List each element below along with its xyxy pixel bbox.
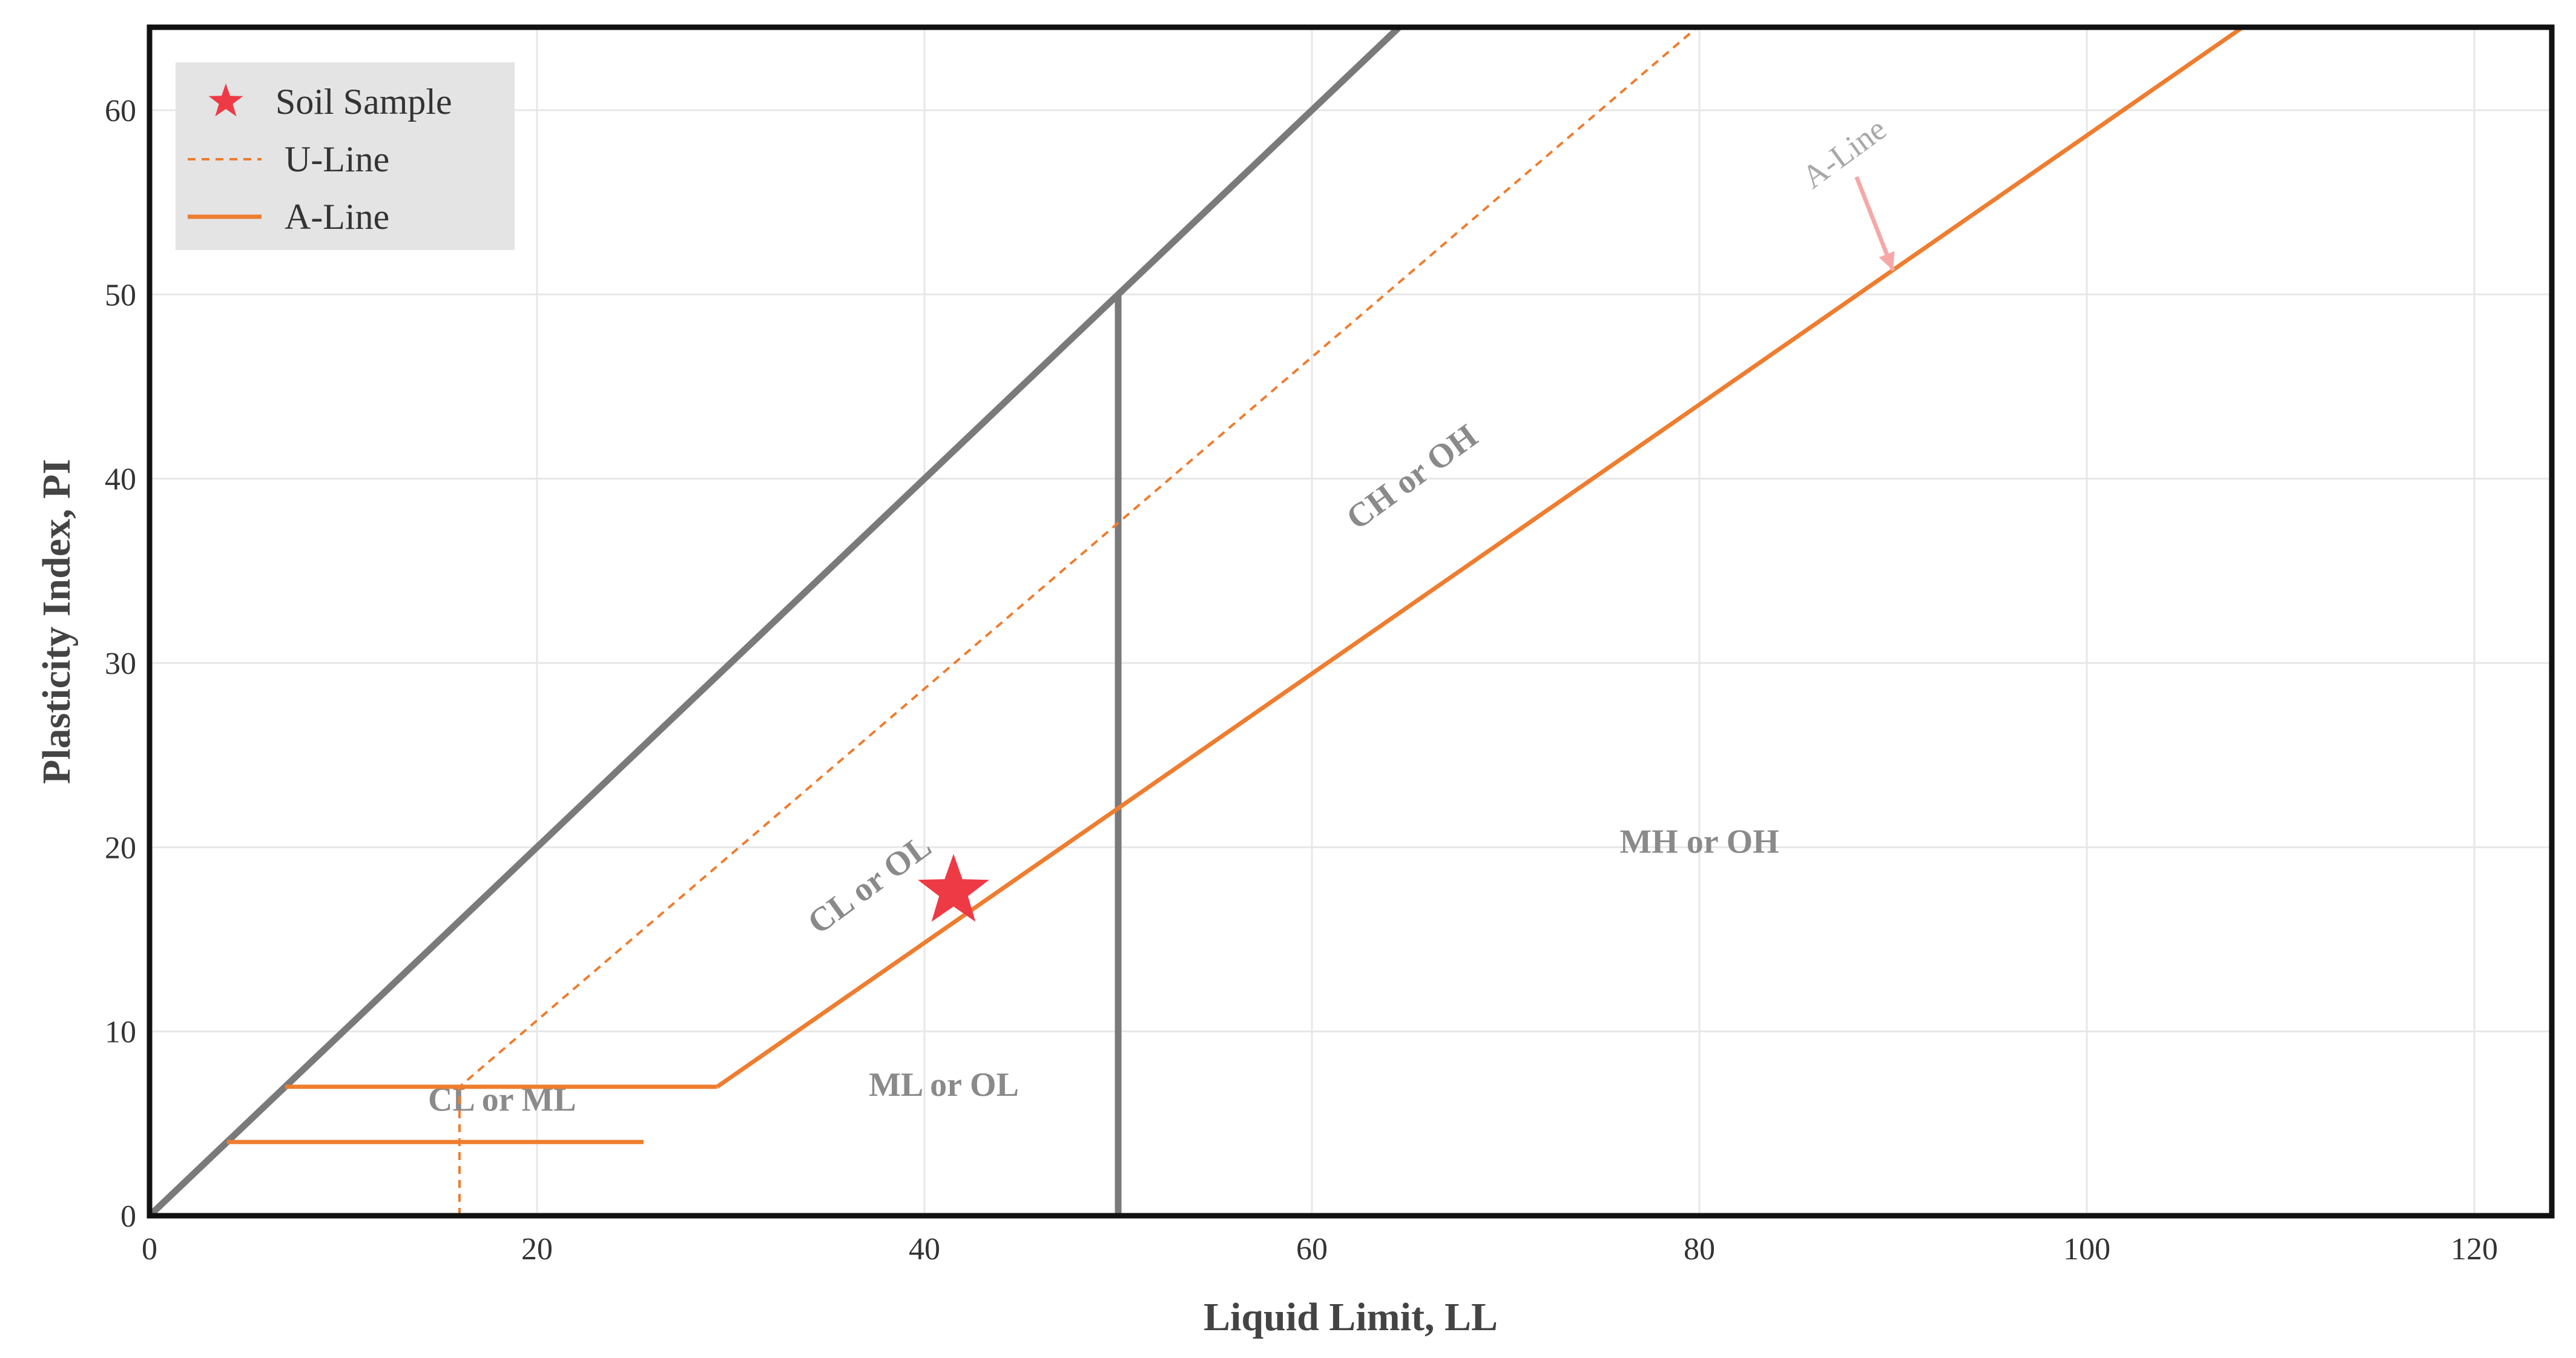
region-label: ML or OL (869, 1066, 1019, 1104)
y-tick-label: 50 (105, 278, 136, 312)
x-tick-label: 120 (2451, 1232, 2498, 1267)
y-axis-title: Plasticity Index, PI (35, 459, 79, 784)
soil-sample-point (918, 854, 989, 922)
y-tick-label: 40 (105, 463, 136, 497)
x-tick-label: 100 (2063, 1232, 2110, 1267)
u-line (458, 26, 1698, 1216)
y-tick-label: 20 (105, 831, 136, 865)
y-tick-label: 10 (105, 1015, 136, 1050)
data-marks (918, 854, 989, 922)
region-label: MH or OH (1619, 823, 1779, 860)
legend-soil-sample-icon (208, 84, 243, 117)
x-tick-label: 80 (1684, 1232, 1715, 1267)
x-tick-label: 60 (1296, 1232, 1328, 1267)
tick-labels: 0 20 40 60 80 100 120 0 10 20 30 40 50 60 (105, 94, 2498, 1267)
annotation-arrowhead (1879, 251, 1895, 271)
y-tick-label: 60 (105, 94, 136, 128)
y-tick-label: 0 (120, 1199, 136, 1234)
x-tick-label: 40 (909, 1232, 940, 1267)
plot-frame (147, 24, 2555, 1219)
legend: Soil Sample U-Line A-Line (176, 62, 515, 250)
y-tick-label: 30 (105, 647, 136, 681)
boundary-line-pi-ll (147, 25, 1402, 1218)
legend-label: A-Line (285, 197, 389, 237)
x-axis-title: Liquid Limit, LL (1204, 1295, 1498, 1339)
x-tick-label: 0 (142, 1232, 157, 1267)
x-tick-label: 20 (521, 1232, 553, 1267)
legend-label: Soil Sample (275, 82, 452, 122)
legend-label: U-Line (285, 139, 389, 179)
